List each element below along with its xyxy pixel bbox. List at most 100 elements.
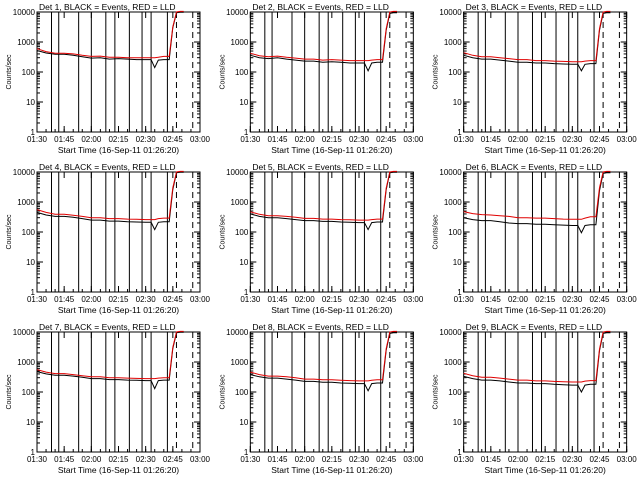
y-tick-label: 100	[235, 228, 249, 237]
panel-title: Det 7, BLACK = Events, RED = LLD	[39, 322, 176, 332]
y-tick-label: 1	[31, 128, 36, 137]
x-tick-label: 02:15	[535, 295, 556, 304]
plot-frame	[463, 171, 628, 293]
panel-det-6: 1 10 100 1000 10000 01:30 01:45 02:00 02:15 02:30…	[433, 162, 638, 315]
panel-title: Det 1, BLACK = Events, RED = LLD	[39, 2, 176, 12]
y-tick-label: 10000	[226, 168, 249, 177]
x-tick-label: 02:00	[81, 135, 102, 144]
x-tick-label: 02:00	[295, 135, 316, 144]
x-tick-label: 01:45	[481, 455, 502, 464]
panel-det-7: 1 10 100 1000 10000 01:30 01:45 02:00 02:15 02:30…	[6, 322, 211, 475]
y-axis-label: Counts/sec	[433, 214, 440, 250]
y-tick-label: 1	[457, 128, 462, 137]
plot-frame	[249, 11, 414, 133]
y-tick-label: 10	[453, 98, 462, 107]
x-tick-label: 02:15	[108, 295, 129, 304]
y-tick-label: 10000	[439, 8, 462, 17]
panel-det-2: 1 10 100 1000 10000 01:30 01:45 02:00 02:15 02:30…	[219, 2, 424, 155]
panel-title: Det 5, BLACK = Events, RED = LLD	[252, 162, 389, 172]
x-tick-label: 02:30	[136, 135, 157, 144]
y-tick-label: 1000	[444, 198, 462, 207]
x-tick-label: 01:45	[54, 295, 75, 304]
y-tick-label: 1000	[17, 198, 35, 207]
x-tick-label: 01:45	[267, 135, 288, 144]
x-tick-label: 02:45	[163, 135, 184, 144]
x-tick-label: 01:45	[54, 135, 75, 144]
x-tick-label: 02:30	[349, 135, 370, 144]
y-tick-label: 1	[31, 448, 36, 457]
x-axis-label: Start Time (16-Sep-11 01:26:20)	[58, 305, 179, 315]
x-tick-label: 02:30	[349, 295, 370, 304]
y-axis-label: Counts/sec	[6, 374, 13, 410]
y-tick-label: 10	[239, 98, 248, 107]
series-line-lld	[463, 10, 611, 63]
x-tick-label: 02:00	[508, 295, 529, 304]
plot-frame	[249, 171, 414, 293]
plot-frame	[249, 331, 414, 453]
x-tick-label: 01:30	[27, 295, 48, 304]
y-tick-label: 100	[448, 388, 462, 397]
series-line-lld	[250, 170, 397, 221]
series-line-lld	[36, 330, 184, 380]
y-tick-label: 100	[235, 388, 249, 397]
x-tick-label: 02:15	[108, 135, 129, 144]
x-axis-label: Start Time (16-Sep-11 01:26:20)	[485, 465, 606, 475]
x-tick-label: 01:30	[27, 455, 48, 464]
plot-frame	[36, 171, 201, 293]
y-tick-label: 10	[453, 418, 462, 427]
x-tick-label: 02:45	[376, 455, 397, 464]
panel-title: Det 4, BLACK = Events, RED = LLD	[39, 162, 176, 172]
y-tick-label: 1	[244, 288, 249, 297]
x-axis-label: Start Time (16-Sep-11 01:26:20)	[271, 465, 392, 475]
y-tick-label: 1000	[17, 358, 35, 367]
panel-title: Det 9, BLACK = Events, RED = LLD	[466, 322, 603, 332]
panel-det-1: 1 10 100 1000 10000 01:30 01:45 02:00 02:15 02:30…	[6, 2, 211, 155]
x-tick-label: 02:00	[295, 295, 316, 304]
x-tick-label: 01:30	[240, 295, 261, 304]
y-tick-label: 1000	[231, 358, 249, 367]
x-axis-label: Start Time (16-Sep-11 01:26:20)	[58, 145, 179, 155]
x-axis-label: Start Time (16-Sep-11 01:26:20)	[485, 305, 606, 315]
y-tick-label: 10	[239, 258, 248, 267]
plot-frame	[463, 331, 628, 453]
y-tick-label: 1	[31, 288, 36, 297]
y-tick-label: 100	[22, 68, 36, 77]
x-tick-label: 03:00	[190, 295, 211, 304]
panel-title: Det 8, BLACK = Events, RED = LLD	[252, 322, 389, 332]
panel-title: Det 2, BLACK = Events, RED = LLD	[252, 2, 389, 12]
y-tick-label: 10000	[13, 328, 36, 337]
panel-det-3: 1 10 100 1000 10000 01:30 01:45 02:00 02:15 02:30…	[433, 2, 638, 155]
series-line-lld	[36, 10, 184, 59]
x-tick-label: 02:00	[81, 295, 102, 304]
x-tick-label: 02:00	[508, 135, 529, 144]
y-tick-label: 1	[244, 448, 249, 457]
x-tick-label: 02:30	[562, 135, 583, 144]
x-tick-label: 02:30	[562, 455, 583, 464]
x-tick-label: 02:30	[136, 295, 157, 304]
x-tick-label: 03:00	[403, 455, 424, 464]
plot-frame	[36, 11, 201, 133]
x-tick-label: 01:30	[454, 455, 475, 464]
x-tick-label: 03:00	[617, 295, 638, 304]
x-tick-label: 02:45	[589, 135, 610, 144]
x-axis-label: Start Time (16-Sep-11 01:26:20)	[271, 145, 392, 155]
y-axis-label: Counts/sec	[219, 214, 226, 250]
y-tick-label: 10	[453, 258, 462, 267]
x-tick-label: 03:00	[190, 135, 211, 144]
y-tick-label: 1	[244, 128, 249, 137]
y-tick-label: 1000	[17, 38, 35, 47]
x-axis-label: Start Time (16-Sep-11 01:26:20)	[58, 465, 179, 475]
series-line-lld	[36, 170, 184, 221]
y-axis-label: Counts/sec	[219, 54, 226, 90]
x-tick-label: 02:45	[163, 455, 184, 464]
x-tick-label: 01:30	[454, 295, 475, 304]
x-tick-label: 02:15	[322, 135, 343, 144]
x-tick-label: 02:00	[81, 455, 102, 464]
x-tick-label: 01:45	[54, 455, 75, 464]
x-tick-label: 02:00	[295, 455, 316, 464]
y-tick-label: 100	[22, 228, 36, 237]
y-tick-label: 10000	[226, 8, 249, 17]
y-tick-label: 1	[457, 448, 462, 457]
series-line-lld	[250, 330, 397, 382]
x-tick-label: 01:45	[267, 455, 288, 464]
